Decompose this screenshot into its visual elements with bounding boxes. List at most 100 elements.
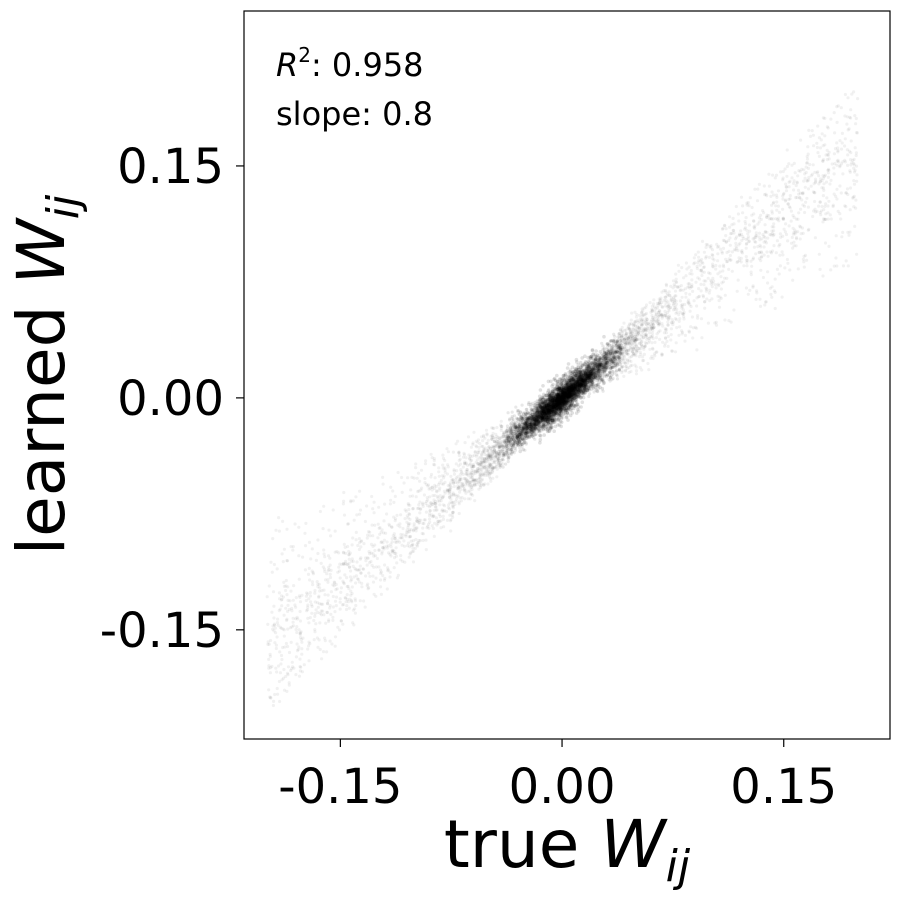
scatter-point	[852, 90, 856, 94]
scatter-point	[500, 458, 504, 462]
scatter-point	[598, 364, 602, 368]
scatter-point	[506, 439, 510, 443]
scatter-point	[490, 470, 495, 474]
scatter-point	[572, 389, 576, 393]
scatter-point	[614, 344, 618, 348]
scatter-point	[278, 671, 282, 675]
scatter-point	[604, 350, 608, 354]
scatter-point	[603, 350, 607, 354]
scatter-point	[596, 358, 600, 362]
scatter-point	[480, 478, 484, 482]
scatter-point	[643, 321, 647, 325]
scatter-point	[493, 460, 497, 465]
scatter-point	[532, 422, 537, 426]
scatter-point	[319, 609, 323, 613]
scatter-point	[502, 454, 506, 458]
scatter-point	[689, 268, 693, 273]
scatter-point	[577, 387, 581, 392]
scatter-point	[552, 399, 556, 403]
scatter-point	[553, 402, 557, 406]
scatter-point	[612, 332, 616, 336]
scatter-point	[542, 424, 546, 428]
scatter-point	[638, 317, 643, 321]
scatter-point	[350, 600, 354, 604]
scatter-point	[507, 455, 511, 459]
scatter-point	[815, 145, 820, 150]
scatter-point	[852, 166, 856, 170]
scatter-point	[714, 263, 718, 268]
scatter-point	[516, 434, 520, 438]
scatter-point	[273, 692, 277, 697]
scatter-point	[577, 376, 582, 380]
scatter-point	[536, 420, 540, 424]
scatter-point	[527, 431, 531, 435]
scatter-point	[450, 500, 454, 504]
scatter-point	[595, 362, 599, 367]
scatter-point	[562, 401, 566, 405]
scatter-point	[564, 397, 568, 402]
scatter-point	[782, 217, 786, 221]
scatter-point	[817, 174, 821, 178]
scatter-point	[666, 300, 670, 304]
scatter-point	[489, 467, 493, 472]
scatter-point	[556, 400, 561, 404]
scatter-point	[282, 580, 286, 585]
scatter-point	[622, 321, 626, 325]
scatter-point	[702, 265, 707, 269]
scatter-point	[354, 568, 358, 572]
scatter-point	[541, 414, 545, 419]
scatter-point	[473, 483, 477, 487]
scatter-point	[619, 343, 624, 347]
scatter-point	[578, 372, 582, 377]
scatter-point	[740, 238, 744, 242]
scatter-point	[813, 177, 818, 181]
scatter-point	[579, 384, 583, 388]
scatter-point	[339, 590, 343, 595]
scatter-point	[492, 451, 496, 455]
scatter-point	[784, 222, 788, 226]
scatter-point	[510, 431, 514, 435]
scatter-point	[409, 551, 413, 555]
scatter-point	[338, 576, 342, 580]
scatter-point	[275, 635, 279, 639]
scatter-point	[773, 176, 777, 180]
scatter-point	[280, 604, 284, 608]
scatter-point	[421, 532, 425, 536]
scatter-point	[297, 674, 302, 678]
scatter-point	[613, 338, 617, 342]
scatter-point	[477, 477, 481, 482]
scatter-point	[731, 228, 735, 232]
scatter-point	[448, 501, 452, 505]
scatter-point	[407, 507, 411, 512]
scatter-point	[562, 387, 566, 391]
scatter-point	[692, 262, 696, 266]
scatter-point	[458, 496, 462, 500]
scatter-point	[601, 358, 606, 362]
scatter-point	[594, 362, 598, 366]
scatter-point	[365, 536, 369, 540]
scatter-point	[522, 429, 526, 434]
scatter-point	[731, 216, 735, 220]
scatter-point	[555, 399, 559, 403]
scatter-point	[582, 373, 586, 377]
scatter-point	[574, 376, 578, 380]
scatter-point	[826, 126, 830, 130]
scatter-point	[545, 403, 549, 407]
scatter-point	[646, 326, 650, 330]
scatter-point	[825, 148, 829, 152]
scatter-point	[548, 408, 552, 412]
scatter-point	[603, 357, 608, 362]
scatter-point	[591, 373, 595, 377]
scatter-point	[589, 373, 593, 377]
scatter-point	[546, 411, 550, 415]
scatter-point	[634, 315, 639, 319]
scatter-point	[524, 422, 528, 426]
scatter-point	[416, 541, 420, 545]
scatter-point	[635, 312, 639, 317]
scatter-point	[559, 398, 563, 402]
scatter-point	[568, 390, 572, 394]
scatter-point	[533, 419, 537, 423]
scatter-point	[595, 364, 599, 368]
scatter-point	[379, 568, 383, 572]
scatter-point	[487, 452, 491, 456]
